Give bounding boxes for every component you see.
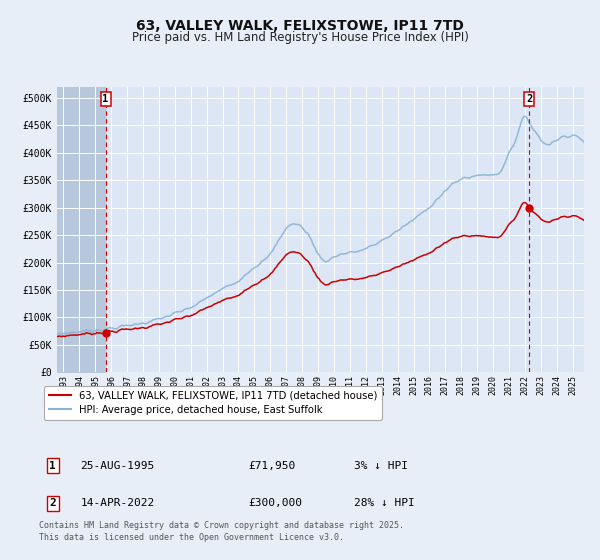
Text: 2: 2 xyxy=(526,94,532,104)
Text: 3% ↓ HPI: 3% ↓ HPI xyxy=(353,460,407,470)
Text: 1: 1 xyxy=(103,94,109,104)
Text: 25-AUG-1995: 25-AUG-1995 xyxy=(80,460,155,470)
Text: Contains HM Land Registry data © Crown copyright and database right 2025.
This d: Contains HM Land Registry data © Crown c… xyxy=(39,521,404,542)
Legend: 63, VALLEY WALK, FELIXSTOWE, IP11 7TD (detached house), HPI: Average price, deta: 63, VALLEY WALK, FELIXSTOWE, IP11 7TD (d… xyxy=(44,386,382,420)
Text: Price paid vs. HM Land Registry's House Price Index (HPI): Price paid vs. HM Land Registry's House … xyxy=(131,31,469,44)
Text: 1: 1 xyxy=(49,460,56,470)
Text: 28% ↓ HPI: 28% ↓ HPI xyxy=(353,498,415,508)
Point xyxy=(524,203,534,212)
Text: 63, VALLEY WALK, FELIXSTOWE, IP11 7TD: 63, VALLEY WALK, FELIXSTOWE, IP11 7TD xyxy=(136,19,464,33)
Text: 14-APR-2022: 14-APR-2022 xyxy=(80,498,155,508)
Point xyxy=(101,328,110,337)
Text: £71,950: £71,950 xyxy=(249,460,296,470)
Text: £300,000: £300,000 xyxy=(249,498,303,508)
Text: 2: 2 xyxy=(49,498,56,508)
